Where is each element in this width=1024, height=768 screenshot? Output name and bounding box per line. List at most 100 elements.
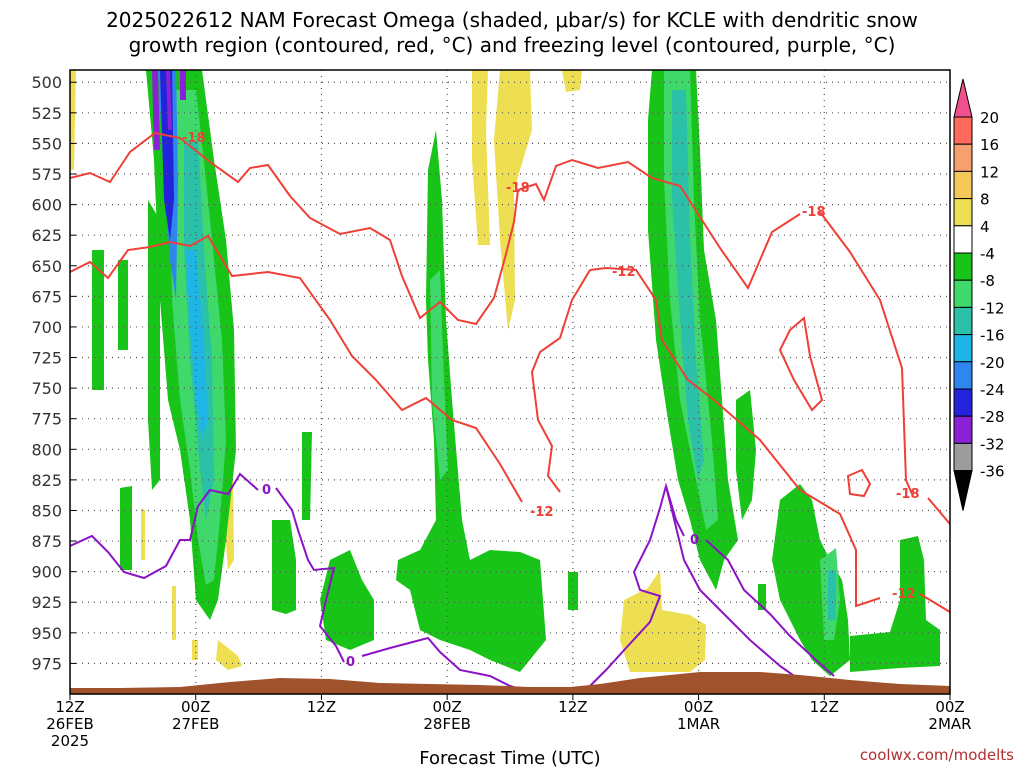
omega-shade-green (320, 550, 374, 650)
colorbar: 20 16 12 8 4 -4 -8 -12 -16 -20 -24 -28 -32 -36 (953, 78, 1005, 511)
colorbar-label: -32 (980, 435, 1005, 453)
x-tick-label: 2MAR (928, 715, 971, 733)
x-tick-label: 28FEB (423, 715, 470, 733)
red-contour (517, 158, 801, 291)
chart-title-line2: growth region (contoured, red, °C) and f… (129, 33, 896, 57)
omega-shade-teal (828, 570, 836, 620)
contour-labels: -18 -18 -18 -18 -12 -12 -12 0 0 0 (182, 131, 920, 670)
omega-shade-purple (166, 70, 172, 130)
colorbar-top-cap (953, 78, 973, 118)
y-tick-label: 700 (31, 318, 62, 337)
colorbar-label: 4 (980, 218, 990, 236)
colorbar-bottom-cap (953, 470, 973, 511)
colorbar-swatch (953, 116, 973, 145)
x-tick-label: 00Z (684, 698, 713, 716)
y-tick-label: 600 (31, 196, 62, 215)
y-tick-label: 800 (31, 440, 62, 459)
red-contour-label: -18 (506, 181, 530, 196)
colorbar-swatch (953, 361, 973, 390)
colorbar-swatch (953, 252, 973, 281)
y-tick-label: 900 (31, 563, 62, 582)
red-contour (69, 131, 519, 326)
omega-shade-yellow (620, 570, 706, 672)
omega-shade-yellow (472, 70, 490, 245)
omega-shade-yellow (141, 508, 145, 560)
omega-shade-yellow (70, 70, 76, 170)
colorbar-swatch (953, 306, 973, 336)
omega-shade-green (92, 250, 104, 390)
colorbar-label: -36 (980, 463, 1005, 481)
y-tick-label: 625 (31, 226, 62, 245)
purple-contour (665, 485, 801, 681)
y-tick-label: 925 (31, 593, 62, 612)
colorbar-label: -4 (980, 245, 995, 263)
red-contour (778, 316, 824, 412)
x-tick-label: 00Z (432, 698, 461, 716)
y-tick-label: 850 (31, 501, 62, 520)
colorbar-swatch (953, 334, 973, 363)
colorbar-label: -16 (980, 327, 1005, 345)
omega-shade-green (120, 486, 132, 570)
omega-shade-green (396, 130, 546, 672)
omega-shade-purple (180, 70, 186, 100)
omega-shade-yellow (216, 640, 242, 670)
chart-title-line1: 2025022612 NAM Forecast Omega (shaded, μ… (106, 8, 918, 32)
purple-contour (275, 487, 345, 663)
x-tick-label: 12Z (810, 698, 839, 716)
plot-border (69, 69, 951, 695)
y-tick-label: 775 (31, 410, 62, 429)
red-contour (69, 234, 523, 503)
y-tick-label: 525 (31, 104, 62, 123)
colorbar-label: -28 (980, 408, 1005, 426)
x-tick-label: 12Z (55, 698, 84, 716)
red-contour (846, 468, 872, 498)
y-tick-label: 950 (31, 624, 62, 643)
colorbar-swatch (953, 279, 973, 308)
purple-contour-label: 0 (690, 533, 699, 548)
plot-area: -18 -18 -18 -18 -12 -12 -12 0 0 0 (69, 69, 951, 695)
omega-shade-yellow (562, 70, 582, 92)
colorbar-swatch (953, 442, 973, 472)
y-axis: 500 525 550 575 600 625 650 675 700 725 750 775 800 8… (31, 73, 76, 673)
x-tick-label: 26FEB (46, 715, 93, 733)
y-tick-label: 750 (31, 379, 62, 398)
x-tick-label: 12Z (307, 698, 336, 716)
y-tick-label: 500 (31, 73, 62, 92)
colorbar-label: 8 (980, 191, 990, 209)
x-tick-label: 2025 (51, 732, 89, 750)
colorbar-label: -20 (980, 354, 1005, 372)
y-tick-label: 675 (31, 287, 62, 306)
purple-contour-label: 0 (346, 655, 355, 670)
red-contour (927, 497, 951, 525)
purple-contour (69, 472, 259, 580)
x-tick-label: 27FEB (172, 715, 219, 733)
x-tick-label: 00Z (181, 698, 210, 716)
red-contour-label: -12 (530, 505, 554, 520)
y-tick-label: 825 (31, 471, 62, 490)
red-contour (819, 211, 913, 495)
credit-text: coolwx.com/modelts (860, 746, 1014, 764)
colorbar-swatch (953, 225, 973, 254)
x-tick-label: 00Z (935, 698, 964, 716)
y-tick-label: 975 (31, 654, 62, 673)
purple-contour (361, 636, 531, 693)
omega-shade-green (272, 520, 296, 614)
y-tick-label: 725 (31, 349, 62, 368)
colorbar-swatch (953, 388, 973, 417)
red-contour-label: -12 (892, 587, 916, 602)
y-tick-label: 575 (31, 165, 62, 184)
omega-shade-green (568, 572, 578, 610)
dendritic-contours (69, 131, 951, 613)
omega-shade-purple (152, 70, 160, 150)
omega-shade-green (118, 260, 128, 350)
red-contour (919, 593, 951, 613)
colorbar-label: -8 (980, 272, 995, 290)
red-contour-label: -18 (182, 131, 206, 146)
purple-contour-label: 0 (262, 483, 271, 498)
colorbar-label: 16 (980, 136, 999, 154)
red-contour (589, 266, 881, 608)
omega-shade-yellow (192, 640, 198, 660)
purple-contour (705, 539, 835, 677)
